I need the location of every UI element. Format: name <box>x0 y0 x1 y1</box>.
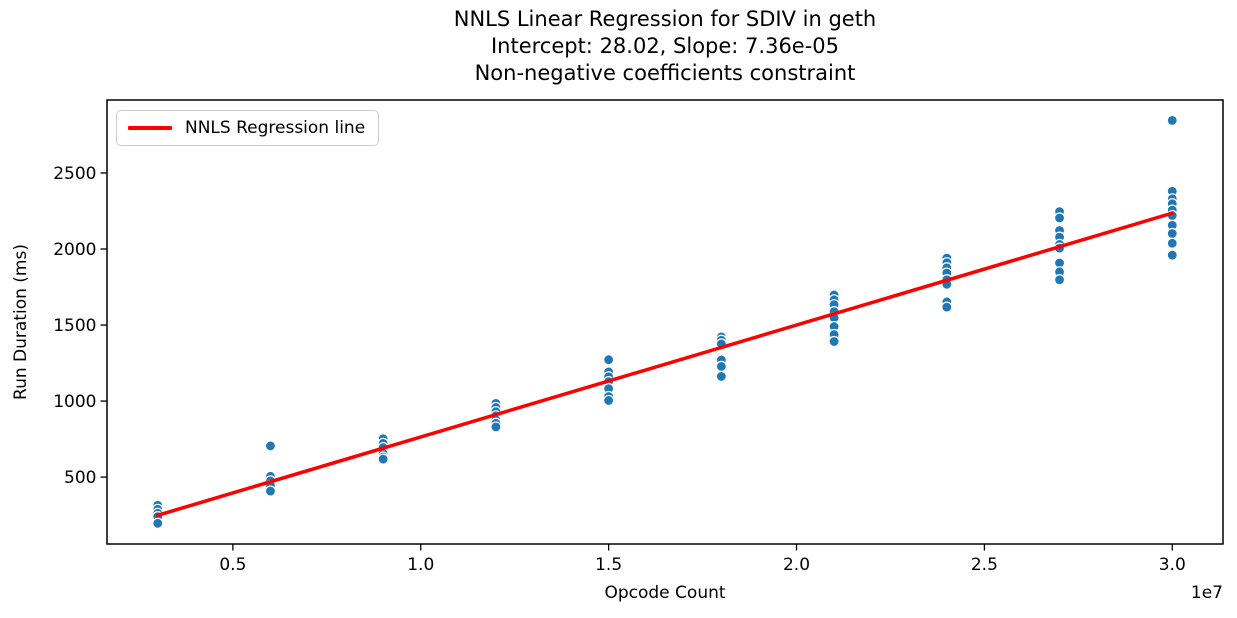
legend-label: NNLS Regression line <box>185 118 366 138</box>
x-axis-label: Opcode Count <box>604 583 726 603</box>
y-tick-label: 2000 <box>53 240 96 260</box>
x-tick-label: 1.5 <box>595 555 622 575</box>
scatter-point <box>152 517 164 529</box>
x-tick-label: 2.0 <box>783 555 810 575</box>
y-tick-label: 1000 <box>53 392 96 412</box>
scatter-point <box>1166 227 1178 240</box>
x-tick-label: 1.0 <box>407 555 434 575</box>
scatter-point <box>603 354 615 366</box>
regression-line <box>155 211 1175 518</box>
scatter-point <box>377 453 389 465</box>
chart-title-line-2: Intercept: 28.02, Slope: 7.36e-05 <box>490 34 840 58</box>
chart-title-line-3: Non-negative coefficients constraint <box>474 61 856 85</box>
x-tick-label: 2.5 <box>971 555 998 575</box>
x-tick-label: 3.0 <box>1159 555 1186 575</box>
scatter-point <box>1053 274 1066 286</box>
scatter-point <box>941 301 953 313</box>
legend: NNLS Regression line <box>116 110 380 146</box>
scatter-point <box>1166 249 1178 261</box>
scatter-point <box>1166 237 1178 249</box>
scatter-point <box>828 335 840 348</box>
chart-title: NNLS Linear Regression for SDIV in geth … <box>107 6 1223 87</box>
chart-title-line-1: NNLS Linear Regression for SDIV in geth <box>453 7 877 31</box>
scatter-point <box>490 421 502 433</box>
scatter-point <box>715 360 727 372</box>
x-axis-offset-text: 1e7 <box>1190 583 1223 603</box>
x-tick-label: 0.5 <box>219 555 246 575</box>
y-tick-label: 500 <box>64 468 96 488</box>
y-tick-label: 1500 <box>53 316 96 336</box>
y-axis-label: Run Duration (ms) <box>11 244 31 400</box>
y-tick-label: 2500 <box>53 164 96 184</box>
scatter-point <box>264 440 277 452</box>
scatter-point <box>603 394 615 407</box>
scatter-point <box>1166 114 1178 126</box>
legend-line-swatch <box>128 126 172 130</box>
scatter-point <box>1053 212 1066 224</box>
axis-spines <box>106 99 1224 545</box>
scatter-point <box>264 485 277 497</box>
scatter-point <box>715 370 727 383</box>
